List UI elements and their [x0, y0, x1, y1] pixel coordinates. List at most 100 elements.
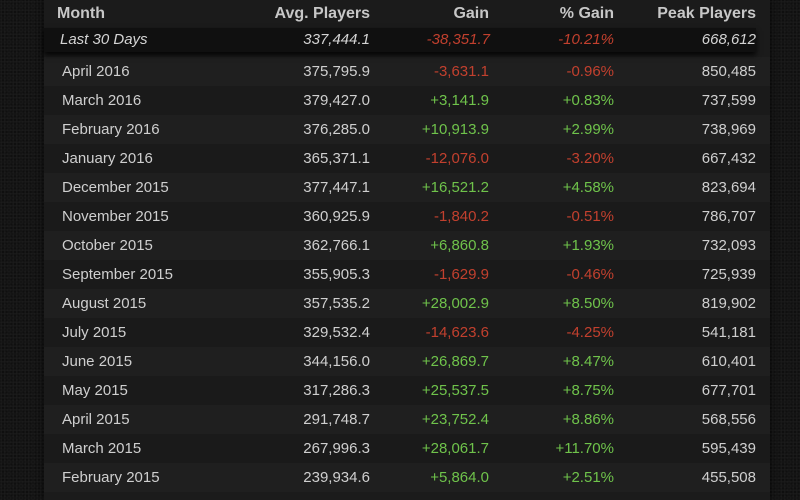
- player-stats-table: Month Avg. Players Gain % Gain Peak Play…: [44, 0, 770, 500]
- cell-month: March 2016: [62, 92, 142, 109]
- table-row: January 2016 365,371.1 -12,076.0 -3.20% …: [44, 144, 770, 173]
- cell-percent-gain: +8.75%: [562, 382, 614, 399]
- table-row: November 2015 360,925.9 -1,840.2 -0.51% …: [44, 202, 770, 231]
- table-row: October 2015 362,766.1 +6,860.8 +1.93% 7…: [44, 231, 770, 260]
- cell-peak-players: 738,969: [701, 121, 756, 138]
- table-row: December 2015 377,447.1 +16,521.2 +4.58%…: [44, 173, 770, 202]
- cell-avg-players: 329,532.4: [303, 324, 370, 341]
- header-avg-players[interactable]: Avg. Players: [274, 5, 370, 22]
- cell-peak-players: 819,902: [701, 295, 756, 312]
- cell-peak-players: 541,181: [701, 324, 756, 341]
- cell-month: March 2015: [62, 440, 142, 457]
- cell-month: July 2015: [62, 324, 127, 341]
- cell-month: February 2015: [62, 469, 160, 486]
- cell-percent-gain: +1.93%: [562, 237, 614, 254]
- cell-peak-players: 610,401: [701, 353, 756, 370]
- table-row: June 2015 344,156.0 +26,869.7 +8.47% 610…: [44, 347, 770, 376]
- cell-percent-gain: +4.58%: [562, 179, 614, 196]
- cell-percent-gain: -3.20%: [566, 150, 614, 167]
- cell-peak-players: 568,556: [701, 411, 756, 428]
- summary-month: Last 30 Days: [60, 31, 148, 48]
- cell-month: February 2016: [62, 121, 160, 138]
- cell-avg-players: 344,156.0: [303, 353, 370, 370]
- cell-gain: +26,869.7: [421, 353, 489, 370]
- cell-avg-players: 291,748.7: [303, 411, 370, 428]
- cell-month: April 2016: [62, 63, 130, 80]
- cell-avg-players: 376,285.0: [303, 121, 370, 138]
- cell-gain: +23,752.4: [421, 411, 489, 428]
- header-month[interactable]: Month: [57, 5, 105, 22]
- table-row: April 2015 291,748.7 +23,752.4 +8.86% 56…: [44, 405, 770, 434]
- cell-avg-players: 360,925.9: [303, 208, 370, 225]
- cell-percent-gain: +8.50%: [562, 295, 614, 312]
- cell-avg-players: 377,447.1: [303, 179, 370, 196]
- cell-gain: +10,913.9: [421, 121, 489, 138]
- cell-peak-players: 455,508: [701, 469, 756, 486]
- summary-avg-players: 337,444.1: [303, 31, 370, 48]
- cell-percent-gain: +11.70%: [555, 440, 614, 457]
- cell-avg-players: 375,795.9: [303, 63, 370, 80]
- table-row: April 2016 375,795.9 -3,631.1 -0.96% 850…: [44, 57, 770, 86]
- cell-gain: -1,840.2: [433, 208, 489, 225]
- cell-percent-gain: +2.99%: [562, 121, 614, 138]
- cell-percent-gain: +2.51%: [562, 469, 614, 486]
- table-row: February 2016 376,285.0 +10,913.9 +2.99%…: [44, 115, 770, 144]
- table-header: Month Avg. Players Gain % Gain Peak Play…: [44, 0, 770, 28]
- cell-month: November 2015: [62, 208, 169, 225]
- cell-percent-gain: -0.51%: [566, 208, 614, 225]
- cell-gain: +25,537.5: [421, 382, 489, 399]
- cell-month: December 2015: [62, 179, 169, 196]
- cell-month: June 2015: [62, 353, 133, 370]
- header-percent-gain[interactable]: % Gain: [559, 5, 614, 22]
- cell-gain: +28,061.7: [421, 440, 489, 457]
- cell-gain: +16,521.2: [421, 179, 489, 196]
- cell-month: April 2015: [62, 411, 130, 428]
- cell-percent-gain: +0.83%: [562, 92, 614, 109]
- table-body: April 2016 375,795.9 -3,631.1 -0.96% 850…: [44, 57, 770, 492]
- cell-percent-gain: -0.46%: [566, 266, 614, 283]
- summary-gain: -38,351.7: [426, 31, 490, 48]
- cell-gain: +28,002.9: [421, 295, 489, 312]
- cell-avg-players: 317,286.3: [303, 382, 370, 399]
- header-peak-players[interactable]: Peak Players: [657, 5, 756, 22]
- cell-peak-players: 786,707: [701, 208, 756, 225]
- cell-avg-players: 355,905.3: [303, 266, 370, 283]
- cell-gain: -1,629.9: [433, 266, 489, 283]
- table-row: August 2015 357,535.2 +28,002.9 +8.50% 8…: [44, 289, 770, 318]
- table-row: May 2015 317,286.3 +25,537.5 +8.75% 677,…: [44, 376, 770, 405]
- cell-percent-gain: +8.86%: [562, 411, 614, 428]
- cell-peak-players: 667,432: [701, 150, 756, 167]
- cell-percent-gain: +8.47%: [562, 353, 614, 370]
- cell-month: January 2016: [62, 150, 153, 167]
- cell-month: May 2015: [62, 382, 128, 399]
- cell-avg-players: 239,934.6: [303, 469, 370, 486]
- summary-peak-players: 668,612: [701, 31, 756, 48]
- cell-month: September 2015: [62, 266, 173, 283]
- cell-avg-players: 365,371.1: [303, 150, 370, 167]
- cell-peak-players: 850,485: [701, 63, 756, 80]
- cell-gain: +3,141.9: [430, 92, 489, 109]
- cell-peak-players: 732,093: [701, 237, 756, 254]
- cell-month: August 2015: [62, 295, 147, 312]
- cell-gain: +6,860.8: [430, 237, 489, 254]
- table-row: March 2016 379,427.0 +3,141.9 +0.83% 737…: [44, 86, 770, 115]
- table-row: March 2015 267,996.3 +28,061.7 +11.70% 5…: [44, 434, 770, 463]
- table-row: February 2015 239,934.6 +5,864.0 +2.51% …: [44, 463, 770, 492]
- cell-gain: +5,864.0: [430, 469, 489, 486]
- cell-percent-gain: -0.96%: [566, 63, 614, 80]
- cell-peak-players: 595,439: [701, 440, 756, 457]
- header-gain[interactable]: Gain: [453, 5, 489, 22]
- cell-peak-players: 677,701: [701, 382, 756, 399]
- last-30-days-row: Last 30 Days 337,444.1 -38,351.7 -10.21%…: [44, 28, 756, 52]
- table-row: September 2015 355,905.3 -1,629.9 -0.46%…: [44, 260, 770, 289]
- cell-gain: -12,076.0: [425, 150, 489, 167]
- cell-peak-players: 737,599: [701, 92, 756, 109]
- cell-peak-players: 725,939: [701, 266, 756, 283]
- cell-avg-players: 357,535.2: [303, 295, 370, 312]
- cell-gain: -3,631.1: [433, 63, 489, 80]
- cell-percent-gain: -4.25%: [566, 324, 614, 341]
- summary-percent-gain: -10.21%: [558, 31, 614, 48]
- table-row: July 2015 329,532.4 -14,623.6 -4.25% 541…: [44, 318, 770, 347]
- cell-avg-players: 379,427.0: [303, 92, 370, 109]
- cell-peak-players: 823,694: [701, 179, 756, 196]
